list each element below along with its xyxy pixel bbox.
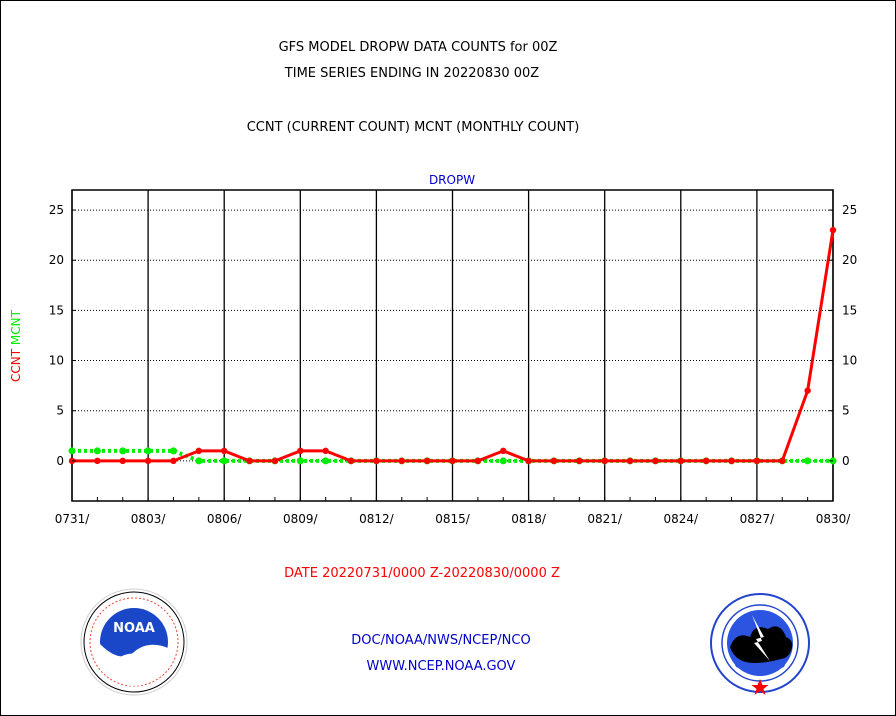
x-tick-label: 0812/ <box>359 512 395 526</box>
point-ccnt <box>195 447 203 455</box>
point-ccnt <box>94 457 101 465</box>
y-tick-label: 5 <box>56 404 64 418</box>
noaa-logo: NOAA <box>80 588 188 696</box>
x-tick-label: 0731/ <box>55 512 91 526</box>
title-line-1: GFS MODEL DROPW DATA COUNTS for 00Z <box>278 40 558 55</box>
y-tick-label-right: 15 <box>842 303 857 317</box>
x-tick-label: 0824/ <box>664 512 700 526</box>
point-mcnt <box>144 447 152 455</box>
date-range: DATE 20220731/0000 Z-20220830/0000 Z <box>284 566 560 581</box>
x-tick-label: 0803/ <box>131 512 167 526</box>
nws-logo <box>710 593 810 695</box>
y-tick-label: 0 <box>56 454 64 468</box>
y-label-ccnt: CCNT <box>9 348 23 382</box>
point-ccnt <box>373 457 380 465</box>
point-ccnt <box>779 457 786 465</box>
subtitle: CCNT (CURRENT COUNT) MCNT (MONTHLY COUNT… <box>246 120 580 135</box>
point-mcnt <box>499 457 507 465</box>
panel-title: DROPW <box>429 173 475 187</box>
ticks: 0 0 5 5 10 10 15 15 20 20 25 25 0731/0803/0806/0809/… <box>49 203 858 526</box>
point-ccnt <box>271 457 279 465</box>
x-tick-label: 0815/ <box>435 512 471 526</box>
point-mcnt <box>804 457 812 465</box>
point-ccnt <box>119 457 126 465</box>
point-ccnt <box>144 457 152 465</box>
x-tick-label: 0818/ <box>511 512 547 526</box>
y-tick-label: 20 <box>49 253 64 267</box>
point-mcnt <box>220 457 228 465</box>
y-tick-label-right: 25 <box>842 203 857 217</box>
point-ccnt <box>677 457 684 465</box>
point-ccnt <box>728 457 735 465</box>
point-ccnt <box>753 457 761 465</box>
point-ccnt <box>601 457 608 465</box>
title-line-2: TIME SERIES ENDING IN 20220830 00Z <box>284 66 540 81</box>
svg-text:CCNT MCNT: CCNT MCNT <box>9 309 23 382</box>
star-icon <box>751 679 769 695</box>
y-tick-label-right: 0 <box>842 454 850 468</box>
org-line[interactable]: DOC/NOAA/NWS/NCEP/NCO <box>351 633 531 648</box>
point-ccnt <box>246 457 253 465</box>
y-axis-label: CCNT MCNT <box>9 309 23 382</box>
point-ccnt <box>500 447 507 455</box>
point-ccnt <box>398 457 405 465</box>
point-ccnt <box>474 457 482 465</box>
point-ccnt <box>804 387 811 394</box>
y-label-mcnt: MCNT <box>9 309 23 345</box>
point-ccnt <box>297 447 304 455</box>
x-tick-label: 0821/ <box>587 512 623 526</box>
y-tick-label: 15 <box>49 303 64 317</box>
point-ccnt <box>652 457 659 465</box>
point-mcnt <box>169 447 177 455</box>
point-mcnt <box>93 447 101 455</box>
y-tick-label-right: 5 <box>842 404 850 418</box>
point-mcnt <box>296 457 304 465</box>
point-mcnt <box>119 447 127 455</box>
point-ccnt <box>170 457 177 465</box>
y-tick-label: 10 <box>49 354 64 368</box>
point-ccnt <box>702 457 710 465</box>
y-tick-label-right: 20 <box>842 253 857 267</box>
point-ccnt <box>347 457 355 465</box>
point-ccnt <box>550 457 558 465</box>
noaa-logo-text: NOAA <box>113 621 155 636</box>
point-mcnt <box>195 457 203 465</box>
point-mcnt <box>322 457 330 465</box>
y-tick-label: 25 <box>49 203 64 217</box>
point-ccnt <box>576 457 583 465</box>
point-ccnt <box>322 447 329 455</box>
y-tick-label-right: 10 <box>842 354 857 368</box>
x-tick-label: 0806/ <box>207 512 243 526</box>
x-tick-label: 0809/ <box>283 512 319 526</box>
point-ccnt <box>525 457 532 465</box>
point-ccnt <box>449 457 456 465</box>
x-tick-label: 0827/ <box>740 512 776 526</box>
point-ccnt <box>626 457 634 465</box>
point-ccnt <box>829 226 837 234</box>
point-ccnt <box>221 447 228 455</box>
url-line[interactable]: WWW.NCEP.NOAA.GOV <box>366 659 516 674</box>
x-tick-label: 0830/ <box>816 512 852 526</box>
point-ccnt <box>423 457 431 465</box>
point-mcnt <box>68 447 76 455</box>
